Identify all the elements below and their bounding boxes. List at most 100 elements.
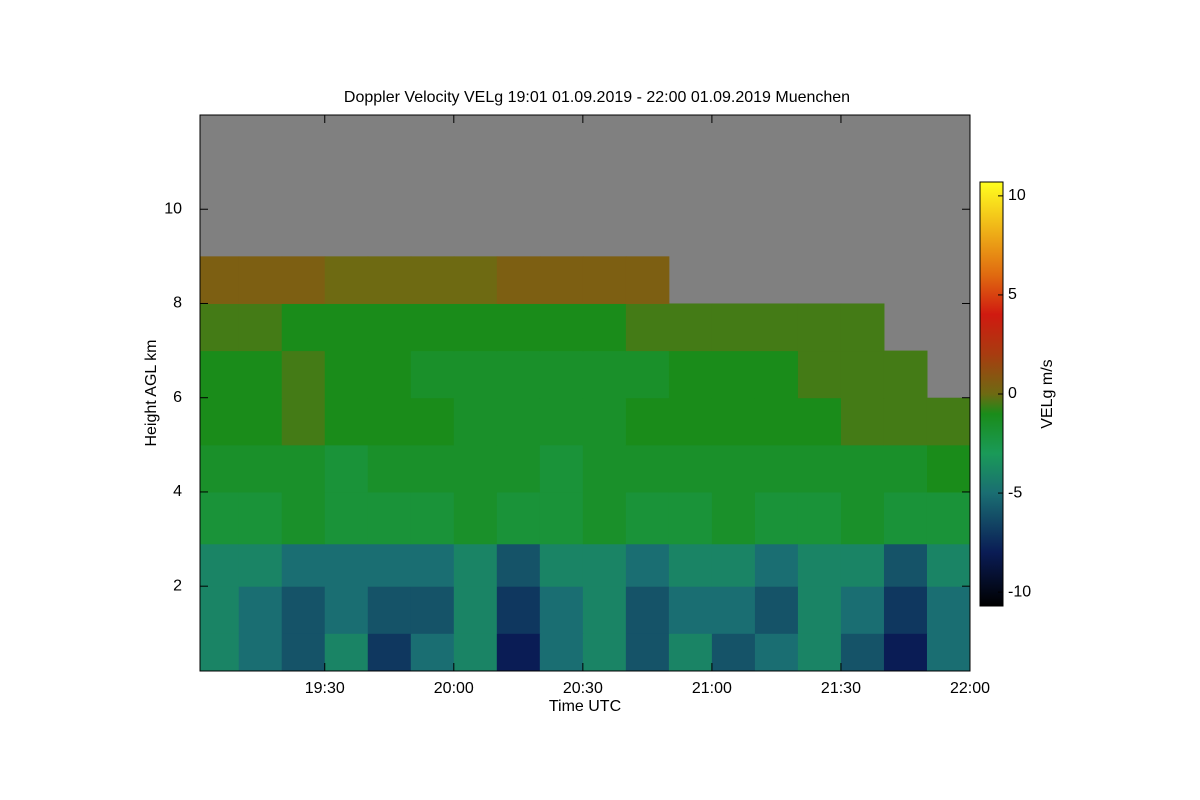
heatmap-cell (453, 633, 498, 672)
heatmap-cell (539, 491, 584, 545)
heatmap-cell (410, 543, 455, 587)
heatmap-cell (625, 491, 670, 545)
heatmap-cell (453, 256, 498, 304)
heatmap-cell (324, 633, 369, 672)
heatmap-cell (539, 543, 584, 587)
heatmap-cell (840, 303, 885, 352)
heatmap-cell (367, 543, 412, 587)
heatmap-cell (797, 397, 842, 446)
heatmap-cell (711, 444, 756, 493)
heatmap-cell (238, 586, 283, 634)
heatmap-cell (453, 303, 498, 352)
heatmap-cell (711, 633, 756, 672)
heatmap-cell (926, 444, 971, 493)
heatmap-cell (539, 350, 584, 399)
heatmap-cell (496, 350, 541, 399)
heatmap-cell (496, 303, 541, 352)
heatmap-cell (281, 256, 326, 304)
heatmap-cell (410, 444, 455, 493)
heatmap-cell (324, 397, 369, 446)
heatmap-cell (367, 256, 412, 304)
heatmap-cell (238, 303, 283, 352)
heatmap-cell (797, 586, 842, 634)
heatmap-cell (324, 256, 369, 304)
heatmap-cell (324, 543, 369, 587)
heatmap-cell (668, 397, 713, 446)
x-tick-label: 20:00 (434, 680, 474, 697)
heatmap-cell (453, 543, 498, 587)
heatmap-cell (754, 491, 799, 545)
heatmap-cell (711, 350, 756, 399)
heatmap-cell (625, 397, 670, 446)
heatmap-cell (840, 633, 885, 672)
heatmap-cell (410, 491, 455, 545)
heatmap-cell (200, 350, 240, 399)
heatmap-cell (754, 444, 799, 493)
heatmap-cell (668, 350, 713, 399)
heatmap-cell (840, 491, 885, 545)
heatmap-cell (754, 543, 799, 587)
heatmap-cell (200, 444, 240, 493)
heatmap-cell (539, 586, 584, 634)
x-tick-label: 21:30 (821, 680, 861, 697)
heatmap-cell (797, 491, 842, 545)
heatmap-cell (883, 586, 928, 634)
heatmap-cell (200, 303, 240, 352)
heatmap-cell (625, 444, 670, 493)
heatmap-cell (238, 543, 283, 587)
heatmap-cell (668, 491, 713, 545)
heatmap-cell (238, 397, 283, 446)
heatmap-cell (754, 586, 799, 634)
heatmap-cell (453, 444, 498, 493)
heatmap-cell (324, 444, 369, 493)
heatmap-cell (496, 543, 541, 587)
heatmap-cell (200, 543, 240, 587)
heatmap-cell (200, 633, 240, 672)
heatmap-cell (496, 256, 541, 304)
y-tick-label: 8 (173, 295, 182, 312)
heatmap-cell (668, 586, 713, 634)
colorbar-tick-label: 10 (1008, 187, 1026, 204)
heatmap-cell (367, 350, 412, 399)
heatmap-cell (582, 633, 627, 672)
x-tick-label: 22:00 (950, 680, 990, 697)
heatmap-cell (797, 303, 842, 352)
heatmap-cell (668, 303, 713, 352)
heatmap-cell (668, 633, 713, 672)
heatmap-cell (754, 633, 799, 672)
heatmap-cell (582, 543, 627, 587)
heatmap-cell (238, 491, 283, 545)
heatmap-cell (410, 350, 455, 399)
heatmap-cell (324, 350, 369, 399)
heatmap-cell (797, 633, 842, 672)
heatmap-cell (582, 444, 627, 493)
heatmap-cell (410, 303, 455, 352)
heatmap-cell (453, 491, 498, 545)
heatmap-cell (840, 586, 885, 634)
heatmap-cell (410, 633, 455, 672)
heatmap-cell (410, 397, 455, 446)
heatmap-cell (539, 256, 584, 304)
heatmap-cell (926, 491, 971, 545)
heatmap-cell (539, 397, 584, 446)
heatmap-cell (453, 350, 498, 399)
heatmap-cell (625, 633, 670, 672)
heatmap-cell (496, 586, 541, 634)
heatmap-cell (281, 397, 326, 446)
heatmap-cell (200, 397, 240, 446)
heatmap-cell (281, 350, 326, 399)
y-tick-label: 6 (173, 389, 182, 406)
heatmap-cell (200, 256, 240, 304)
heatmap-cell (754, 350, 799, 399)
heatmap-cell (754, 397, 799, 446)
heatmap-cell (625, 350, 670, 399)
heatmap-cell (797, 350, 842, 399)
heatmap-cell (281, 491, 326, 545)
heatmap-cell (539, 444, 584, 493)
heatmap-cell (367, 586, 412, 634)
x-tick-label: 21:00 (692, 680, 732, 697)
y-tick-label: 4 (173, 483, 182, 500)
heatmap-cell (582, 256, 627, 304)
heatmap-cell (453, 586, 498, 634)
